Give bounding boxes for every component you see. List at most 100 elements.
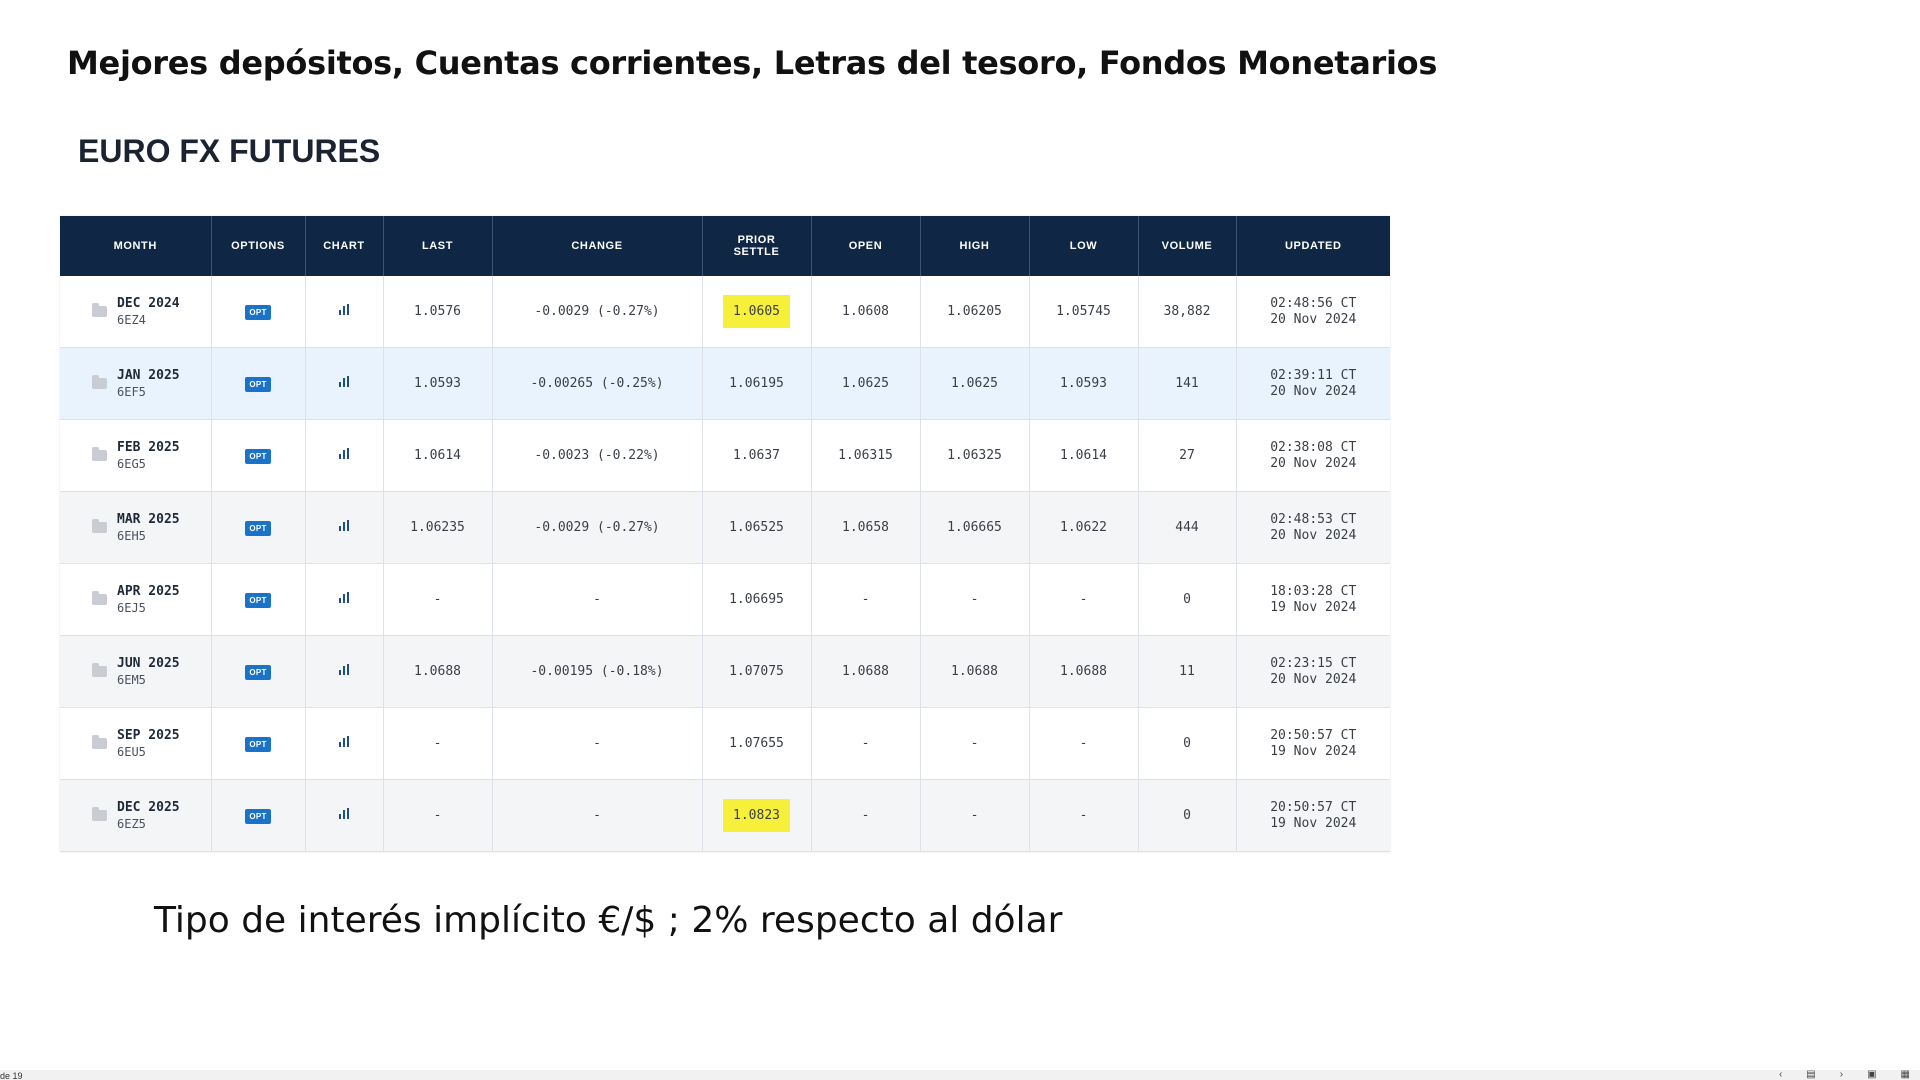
- bar-chart-icon[interactable]: [339, 376, 349, 387]
- table-row[interactable]: DEC 2024 6EZ4 OPT 1.0576 -0.0029 (-0.27%)…: [60, 276, 1390, 348]
- volume-cell: 444: [1138, 491, 1237, 564]
- month-cell[interactable]: DEC 2024 6EZ4: [60, 276, 212, 348]
- contract-code: 6EH5: [117, 528, 146, 543]
- bar-chart-icon[interactable]: [339, 736, 349, 747]
- contract-month: SEP 2025: [117, 727, 180, 743]
- table-row[interactable]: JAN 2025 6EF5 OPT 1.0593 -0.00265 (-0.25%…: [60, 347, 1390, 420]
- volume-cell: 141: [1138, 347, 1237, 420]
- updated-cell: 02:23:15 CT 20 Nov 2024: [1236, 635, 1390, 708]
- chevron-right-icon[interactable]: ›: [1839, 1069, 1844, 1080]
- bar-chart-icon[interactable]: [339, 808, 349, 819]
- folder-icon: [92, 519, 107, 533]
- opt-button[interactable]: OPT: [245, 592, 271, 608]
- prior-settle-cell: 1.0637: [702, 419, 812, 492]
- high-cell: -: [920, 563, 1030, 636]
- header-open[interactable]: OPEN: [811, 216, 921, 276]
- bar-chart-icon[interactable]: [339, 304, 349, 315]
- opt-button[interactable]: OPT: [245, 520, 271, 536]
- prior-settle-cell: 1.07655: [702, 707, 812, 780]
- options-cell: OPT: [211, 707, 306, 780]
- contract-month: APR 2025: [117, 583, 180, 599]
- open-cell: 1.0608: [811, 276, 921, 348]
- high-cell: 1.0688: [920, 635, 1030, 708]
- month-cell[interactable]: FEB 2025 6EG5: [60, 419, 212, 492]
- month-cell[interactable]: MAR 2025 6EH5: [60, 491, 212, 564]
- prior-settle-cell: 1.06525: [702, 491, 812, 564]
- table-row[interactable]: FEB 2025 6EG5 OPT 1.0614 -0.0023 (-0.22%)…: [60, 419, 1390, 492]
- normal-view-icon[interactable]: ▣: [1867, 1069, 1877, 1080]
- chevron-left-icon[interactable]: ‹: [1778, 1069, 1783, 1080]
- prior-settle-cell: 1.06695: [702, 563, 812, 636]
- last-cell: 1.06235: [383, 491, 493, 564]
- contract-month: FEB 2025: [117, 439, 180, 455]
- folder-icon: [92, 591, 107, 605]
- volume-cell: 27: [1138, 419, 1237, 492]
- contract-month: DEC 2025: [117, 799, 180, 815]
- contract-month: MAR 2025: [117, 511, 180, 527]
- options-cell: OPT: [211, 276, 306, 348]
- header-prior-settle[interactable]: PRIOR SETTLE: [702, 216, 812, 276]
- header-change[interactable]: CHANGE: [492, 216, 703, 276]
- table-row[interactable]: MAR 2025 6EH5 OPT 1.06235 -0.0029 (-0.27%…: [60, 491, 1390, 564]
- month-cell[interactable]: SEP 2025 6EU5: [60, 707, 212, 780]
- change-cell: -0.00195 (-0.18%): [492, 635, 703, 708]
- updated-cell: 02:39:11 CT 20 Nov 2024: [1236, 347, 1390, 420]
- month-cell[interactable]: JAN 2025 6EF5: [60, 347, 212, 420]
- bar-chart-icon[interactable]: [339, 448, 349, 459]
- header-high[interactable]: HIGH: [920, 216, 1030, 276]
- header-updated[interactable]: UPDATED: [1236, 216, 1390, 276]
- bar-chart-icon[interactable]: [339, 592, 349, 603]
- updated-time: 18:03:28 CT: [1270, 583, 1357, 599]
- month-cell[interactable]: JUN 2025 6EM5: [60, 635, 212, 708]
- opt-button[interactable]: OPT: [245, 304, 271, 320]
- chart-cell: [305, 347, 384, 420]
- low-cell: 1.0688: [1029, 635, 1139, 708]
- header-prior-settle-line1: PRIOR: [737, 234, 776, 246]
- futures-table: MONTH OPTIONS CHART LAST CHANGE PRIOR SE…: [60, 216, 1390, 852]
- updated-cell: 02:48:53 CT 20 Nov 2024: [1236, 491, 1390, 564]
- table-row[interactable]: APR 2025 6EJ5 OPT - - 1.06695 - - - 0 18:…: [60, 563, 1390, 636]
- header-options[interactable]: OPTIONS: [211, 216, 306, 276]
- contract-code: 6EF5: [117, 384, 146, 399]
- header-chart[interactable]: CHART: [305, 216, 384, 276]
- slide-title: Mejores depósitos, Cuentas corrientes, L…: [67, 44, 1438, 82]
- options-cell: OPT: [211, 779, 306, 852]
- bar-chart-icon[interactable]: [339, 520, 349, 531]
- prior-settle-cell: 1.0823: [702, 779, 812, 852]
- change-cell: -: [492, 707, 703, 780]
- section-title: EURO FX FUTURES: [78, 133, 381, 169]
- open-cell: -: [811, 707, 921, 780]
- opt-button[interactable]: OPT: [245, 448, 271, 464]
- table-row[interactable]: SEP 2025 6EU5 OPT - - 1.07655 - - - 0 20:…: [60, 707, 1390, 780]
- bar-chart-icon[interactable]: [339, 664, 349, 675]
- presentation-status-bar: [0, 1070, 1920, 1080]
- last-cell: 1.0688: [383, 635, 493, 708]
- slide-sorter-icon[interactable]: ▦: [1900, 1069, 1910, 1080]
- opt-button[interactable]: OPT: [245, 808, 271, 824]
- chart-cell: [305, 491, 384, 564]
- highlighted-value: 1.0823: [723, 799, 790, 832]
- notes-icon[interactable]: ▤: [1806, 1069, 1816, 1080]
- high-cell: 1.06205: [920, 276, 1030, 348]
- opt-button[interactable]: OPT: [245, 664, 271, 680]
- month-cell[interactable]: DEC 2025 6EZ5: [60, 779, 212, 852]
- chart-cell: [305, 563, 384, 636]
- prior-settle-cell: 1.0605: [702, 276, 812, 348]
- opt-button[interactable]: OPT: [245, 736, 271, 752]
- header-low[interactable]: LOW: [1029, 216, 1139, 276]
- header-last[interactable]: LAST: [383, 216, 493, 276]
- month-cell[interactable]: APR 2025 6EJ5: [60, 563, 212, 636]
- table-row[interactable]: JUN 2025 6EM5 OPT 1.0688 -0.00195 (-0.18%…: [60, 635, 1390, 708]
- contract-month: JAN 2025: [117, 367, 180, 383]
- table-body: DEC 2024 6EZ4 OPT 1.0576 -0.0029 (-0.27%)…: [60, 276, 1390, 852]
- chart-cell: [305, 635, 384, 708]
- table-row[interactable]: DEC 2025 6EZ5 OPT - - 1.0823 - - - 0 20:5…: [60, 779, 1390, 852]
- header-prior-settle-line2: SETTLE: [733, 246, 780, 258]
- updated-time: 20:50:57 CT: [1270, 799, 1357, 815]
- low-cell: -: [1029, 707, 1139, 780]
- header-month[interactable]: MONTH: [60, 216, 212, 276]
- updated-cell: 02:38:08 CT 20 Nov 2024: [1236, 419, 1390, 492]
- header-volume[interactable]: VOLUME: [1138, 216, 1237, 276]
- opt-button[interactable]: OPT: [245, 376, 271, 392]
